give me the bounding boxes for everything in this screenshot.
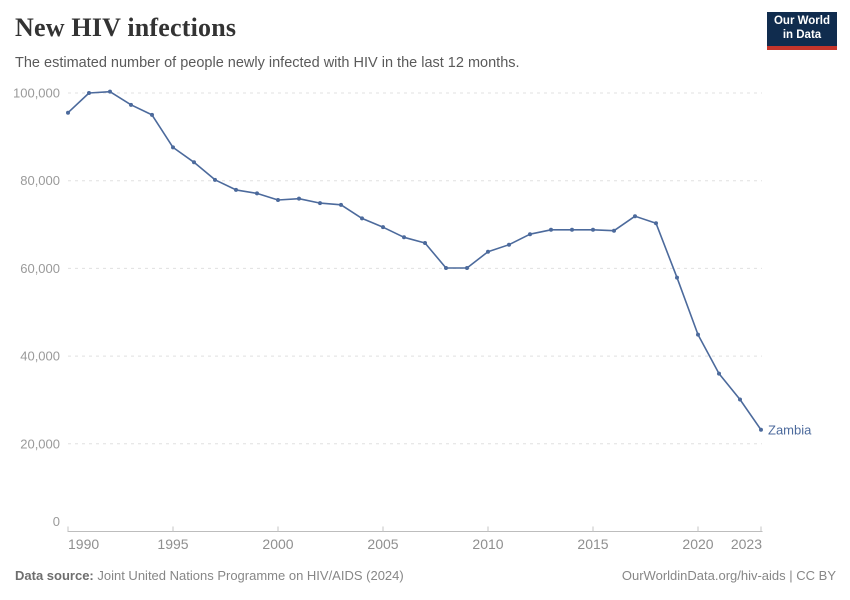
data-point <box>759 427 763 432</box>
data-point <box>276 197 280 202</box>
x-tick-label: 1990 <box>68 536 99 552</box>
page-title: New HIV infections <box>15 13 237 42</box>
data-point <box>633 214 637 219</box>
data-source-label: Data source: <box>15 568 94 583</box>
data-point <box>381 225 385 230</box>
data-point <box>234 187 238 192</box>
data-point <box>213 177 217 182</box>
line-chart: 0 20,000 40,000 60,000 80,000 100,000 1990 1995… <box>0 80 850 555</box>
data-point <box>738 397 742 402</box>
chart-subtitle: The estimated number of people newly inf… <box>15 55 520 71</box>
data-point <box>360 216 364 221</box>
data-point <box>612 228 616 233</box>
y-tick-label: 80,000 <box>20 173 60 188</box>
x-tick-label: 2023 <box>731 536 762 552</box>
x-tick-label: 2010 <box>472 536 503 552</box>
x-tick-label: 2015 <box>577 536 608 552</box>
data-point <box>171 145 175 150</box>
data-point <box>255 191 259 196</box>
data-point <box>108 89 112 94</box>
x-tick-label: 2020 <box>682 536 713 552</box>
data-point <box>486 249 490 254</box>
data-source-text: Joint United Nations Programme on HIV/AI… <box>93 568 404 583</box>
data-point <box>297 196 301 201</box>
data-point <box>150 112 154 117</box>
line-chart-canvas: 0 20,000 40,000 60,000 80,000 100,000 1990 1995… <box>13 86 812 553</box>
data-point <box>66 110 70 115</box>
zambia-line <box>67 90 762 431</box>
data-point <box>549 227 553 232</box>
chart-footer: Data source: Joint United Nations Progra… <box>15 568 836 583</box>
x-tick-label: 1995 <box>157 536 188 552</box>
y-tick-label: 60,000 <box>20 261 60 276</box>
data-point <box>87 91 91 95</box>
y-tick-label: 100,000 <box>13 86 60 101</box>
data-point <box>696 332 700 337</box>
x-tick-label: 2005 <box>367 536 398 552</box>
y-tick-label: 40,000 <box>20 349 60 364</box>
data-point <box>654 221 658 226</box>
data-point <box>675 275 679 280</box>
owid-logo-line2: in Data <box>782 29 822 41</box>
data-point <box>339 202 343 207</box>
data-point <box>507 242 511 247</box>
credit-link[interactable]: OurWorldinData.org/hiv-aids | CC BY <box>621 568 836 583</box>
data-point <box>528 232 532 237</box>
data-point <box>465 265 469 270</box>
owid-logo: Our World in Data <box>767 12 837 50</box>
y-tick-label: 20,000 <box>20 436 60 451</box>
entity-label-zambia: Zambia <box>768 422 812 437</box>
data-point <box>444 265 448 270</box>
data-point <box>192 160 196 165</box>
y-tick-label: 0 <box>53 514 60 529</box>
x-tick-label: 2000 <box>262 536 293 552</box>
data-point <box>591 227 595 232</box>
data-point <box>423 240 427 245</box>
data-point <box>129 102 133 107</box>
owid-logo-line1: Our World <box>773 15 830 28</box>
data-point <box>717 371 721 376</box>
data-point <box>402 235 406 240</box>
data-point <box>318 201 322 206</box>
data-point <box>570 227 574 232</box>
data-source: Data source: Joint United Nations Progra… <box>15 568 404 583</box>
